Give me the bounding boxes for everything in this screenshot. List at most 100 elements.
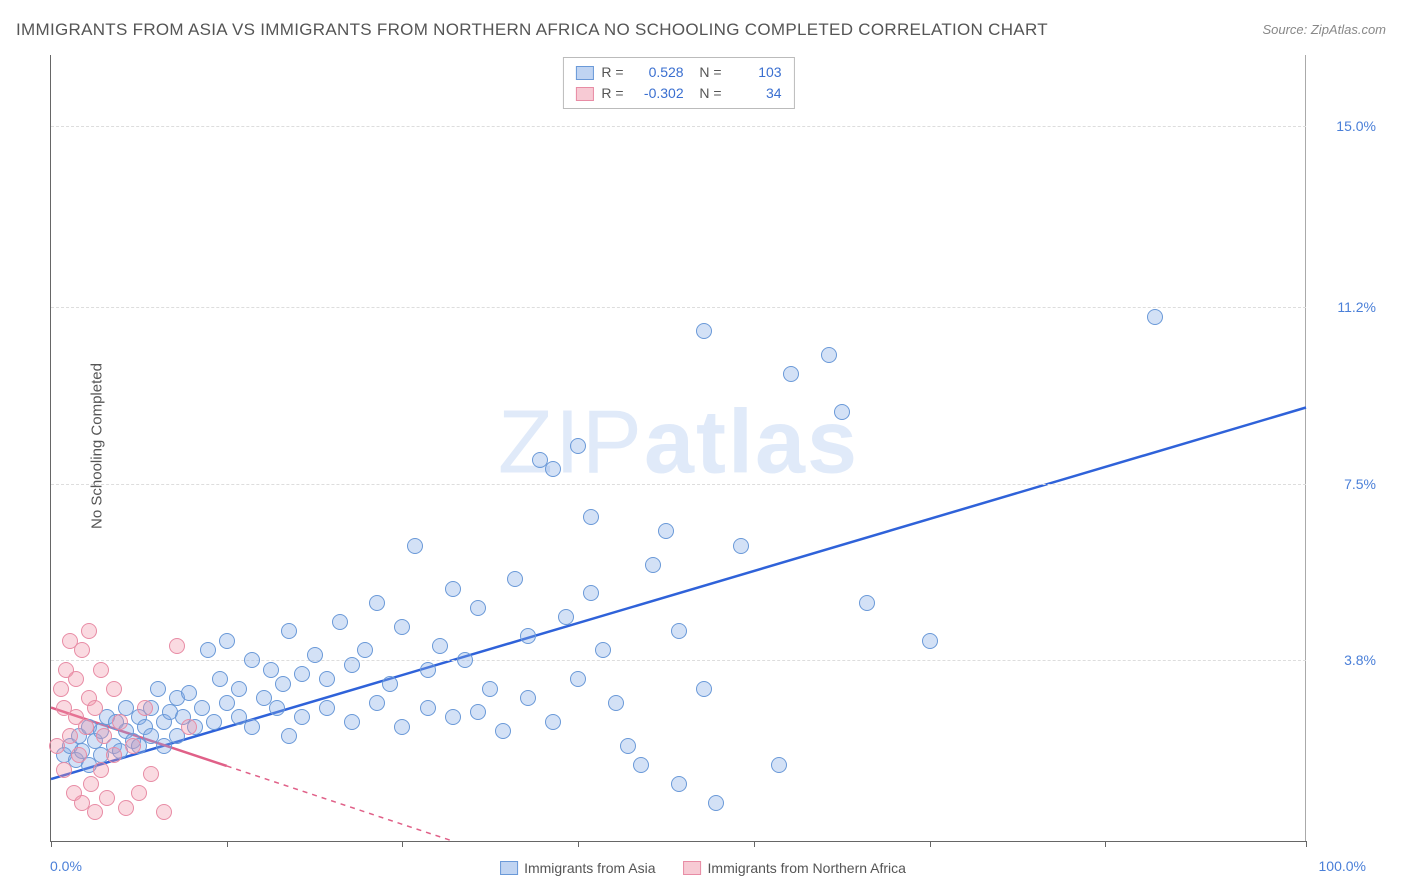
y-tick-label: 3.8% xyxy=(1316,652,1376,668)
x-tick xyxy=(930,841,931,847)
data-point xyxy=(570,671,586,687)
data-point xyxy=(93,762,109,778)
data-point xyxy=(219,633,235,649)
data-point xyxy=(570,438,586,454)
y-tick-label: 11.2% xyxy=(1316,299,1376,315)
data-point xyxy=(633,757,649,773)
chart-title: IMMIGRANTS FROM ASIA VS IMMIGRANTS FROM … xyxy=(16,20,1048,40)
data-point xyxy=(620,738,636,754)
data-point xyxy=(68,671,84,687)
stats-box: R = 0.528 N = 103 R = -0.302 N = 34 xyxy=(562,57,794,109)
data-point xyxy=(194,700,210,716)
data-point xyxy=(319,671,335,687)
y-tick-label: 7.5% xyxy=(1316,476,1376,492)
data-point xyxy=(420,700,436,716)
data-point xyxy=(545,714,561,730)
data-point xyxy=(269,700,285,716)
data-point xyxy=(407,538,423,554)
data-point xyxy=(118,800,134,816)
data-point xyxy=(545,461,561,477)
data-point xyxy=(420,662,436,678)
data-point xyxy=(125,738,141,754)
x-tick xyxy=(1105,841,1106,847)
swatch-pink-icon xyxy=(684,861,702,875)
data-point xyxy=(495,723,511,739)
data-point xyxy=(733,538,749,554)
data-point xyxy=(62,728,78,744)
data-point xyxy=(369,695,385,711)
y-tick-label: 15.0% xyxy=(1316,118,1376,134)
data-point xyxy=(394,619,410,635)
stat-r-label: R = xyxy=(601,62,623,83)
watermark: ZIPatlas xyxy=(498,391,859,494)
gridline xyxy=(51,126,1306,127)
data-point xyxy=(219,695,235,711)
data-point xyxy=(457,652,473,668)
data-point xyxy=(106,681,122,697)
data-point xyxy=(169,638,185,654)
data-point xyxy=(275,676,291,692)
stat-n-pink: 34 xyxy=(730,83,782,104)
data-point xyxy=(708,795,724,811)
data-point xyxy=(922,633,938,649)
stats-row-blue: R = 0.528 N = 103 xyxy=(575,62,781,83)
swatch-blue-icon xyxy=(575,66,593,80)
data-point xyxy=(821,347,837,363)
data-point xyxy=(78,719,94,735)
data-point xyxy=(432,638,448,654)
data-point xyxy=(87,700,103,716)
data-point xyxy=(658,523,674,539)
trend-line-dashed xyxy=(227,766,453,841)
data-point xyxy=(369,595,385,611)
data-point xyxy=(231,681,247,697)
stat-r-label: R = xyxy=(601,83,623,104)
data-point xyxy=(307,647,323,663)
data-point xyxy=(200,642,216,658)
data-point xyxy=(137,700,153,716)
data-point xyxy=(482,681,498,697)
data-point xyxy=(106,747,122,763)
x-tick xyxy=(578,841,579,847)
data-point xyxy=(671,776,687,792)
plot-area: ZIPatlas R = 0.528 N = 103 R = -0.302 N … xyxy=(50,55,1306,842)
data-point xyxy=(382,676,398,692)
data-point xyxy=(156,804,172,820)
x-tick xyxy=(1306,841,1307,847)
data-point xyxy=(394,719,410,735)
data-point xyxy=(558,609,574,625)
data-point xyxy=(834,404,850,420)
data-point xyxy=(859,595,875,611)
data-point xyxy=(671,623,687,639)
data-point xyxy=(583,585,599,601)
data-point xyxy=(445,709,461,725)
data-point xyxy=(771,757,787,773)
data-point xyxy=(507,571,523,587)
data-point xyxy=(520,690,536,706)
stat-r-blue: 0.528 xyxy=(632,62,684,83)
data-point xyxy=(56,762,72,778)
data-point xyxy=(520,628,536,644)
data-point xyxy=(93,662,109,678)
data-point xyxy=(131,785,147,801)
x-tick xyxy=(402,841,403,847)
data-point xyxy=(696,681,712,697)
legend-label-asia: Immigrants from Asia xyxy=(524,860,655,876)
data-point xyxy=(357,642,373,658)
source-attribution: Source: ZipAtlas.com xyxy=(1262,22,1386,37)
plot-right-border xyxy=(1305,55,1306,841)
data-point xyxy=(608,695,624,711)
data-point xyxy=(143,766,159,782)
x-tick xyxy=(754,841,755,847)
data-point xyxy=(319,700,335,716)
legend-item-nafrica: Immigrants from Northern Africa xyxy=(684,860,906,876)
data-point xyxy=(150,681,166,697)
x-tick xyxy=(227,841,228,847)
data-point xyxy=(244,719,260,735)
gridline xyxy=(51,660,1306,661)
x-axis-min-label: 0.0% xyxy=(50,858,82,874)
data-point xyxy=(470,704,486,720)
data-point xyxy=(71,747,87,763)
data-point xyxy=(294,709,310,725)
legend: Immigrants from Asia Immigrants from Nor… xyxy=(500,860,906,876)
data-point xyxy=(783,366,799,382)
